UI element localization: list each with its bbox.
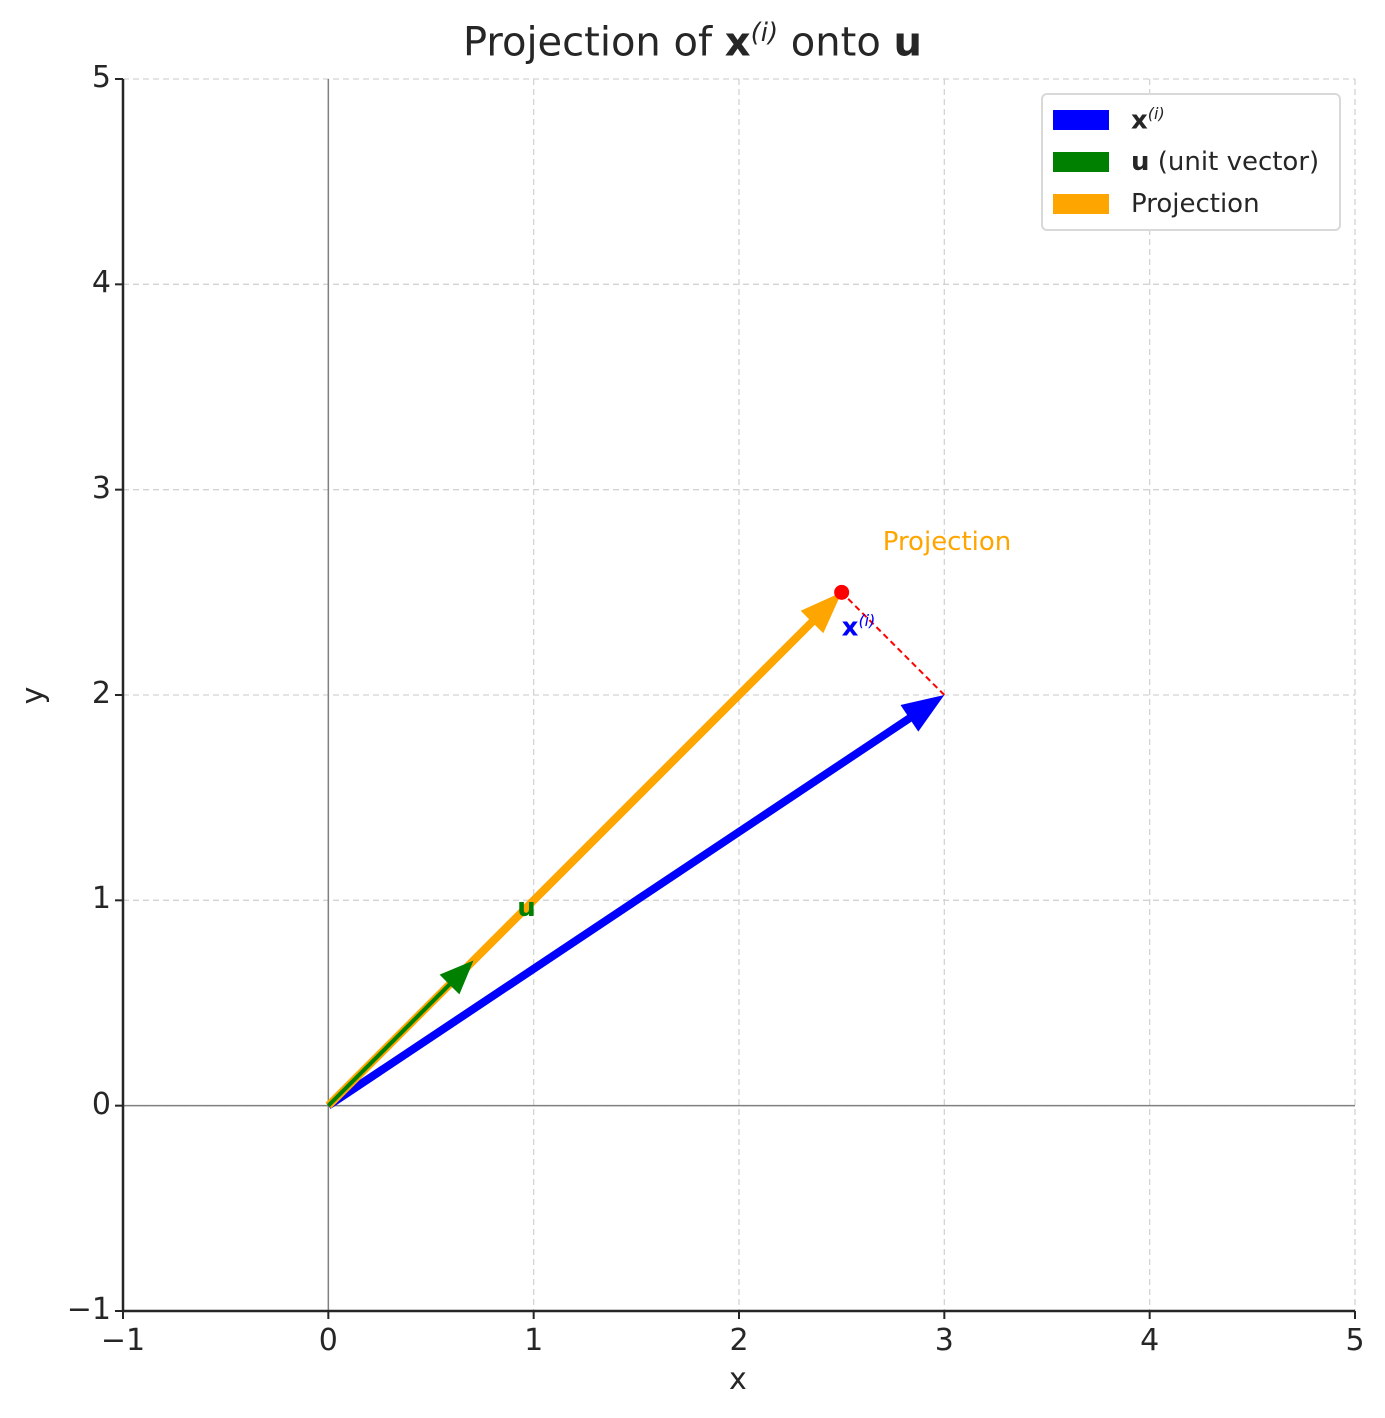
legend-swatch-x xyxy=(1053,110,1109,130)
y-tick-label: 4 xyxy=(91,265,111,301)
y-tick-label: −1 xyxy=(66,1292,111,1327)
projection-point xyxy=(834,584,850,600)
x-tick-label: 5 xyxy=(1345,1323,1365,1358)
legend-swatch-u xyxy=(1053,152,1109,172)
annotation-projection-label: Projection xyxy=(882,527,1012,557)
legend-swatch-projection xyxy=(1053,194,1109,214)
annotation-u-label: u xyxy=(517,892,536,923)
y-tick-label: 5 xyxy=(91,60,111,95)
y-tick-label: 0 xyxy=(91,1086,111,1122)
x-tick-label: 2 xyxy=(729,1323,749,1358)
legend-entry-u: u (unit vector) xyxy=(1053,147,1319,177)
chart-title: Projection of x(i) onto u xyxy=(462,18,922,66)
x-tick-label: 4 xyxy=(1140,1323,1160,1358)
vector-u-arrow xyxy=(326,960,474,1108)
perpendicular-line xyxy=(840,591,946,696)
y-tick-label: 2 xyxy=(91,676,111,711)
x-tick-label: −1 xyxy=(100,1323,146,1358)
x-tick-label: 3 xyxy=(934,1323,954,1358)
y-tick-label: 1 xyxy=(91,881,111,917)
x-tick-label: 1 xyxy=(524,1323,544,1358)
legend-entry-x: x(i) xyxy=(1053,104,1165,136)
chart-legend: x(i) u (unit vector) Projection xyxy=(1041,93,1341,231)
annotation-x-label: x(i) xyxy=(841,611,876,644)
y-tick-label: 3 xyxy=(91,470,111,506)
y-axis-label: y xyxy=(15,686,51,705)
legend-entry-projection: Projection xyxy=(1053,189,1260,219)
x-axis-label: x xyxy=(729,1362,747,1397)
vector-x-arrow xyxy=(326,695,945,1109)
x-tick-label: 0 xyxy=(318,1323,338,1358)
